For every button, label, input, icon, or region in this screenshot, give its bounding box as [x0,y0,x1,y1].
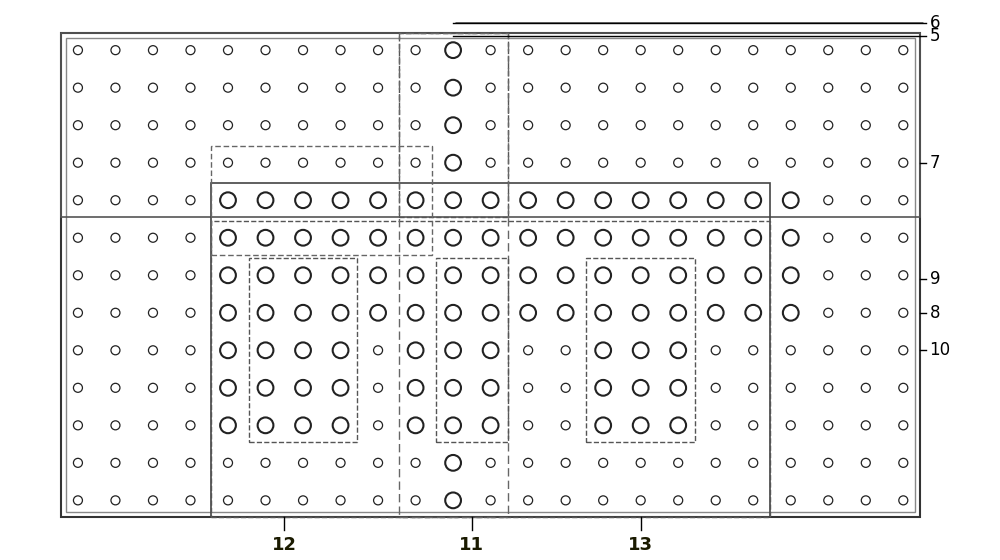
Bar [211,221,770,517]
Bar [436,258,508,442]
Bar [399,33,508,217]
Bar [211,146,432,255]
Bar [399,33,508,517]
Bar [586,258,695,442]
Text: 5: 5 [930,27,940,45]
Text: 7: 7 [930,153,940,172]
Bar [211,183,770,517]
Text: 10: 10 [930,341,951,360]
Text: 12: 12 [272,536,297,554]
Bar [66,38,915,512]
Text: 9: 9 [930,270,940,288]
Bar [61,33,920,517]
Text: 6: 6 [930,14,940,32]
Bar [61,33,920,217]
Text: 8: 8 [930,304,940,322]
Text: 11: 11 [459,536,484,554]
Text: 13: 13 [628,536,653,554]
Bar [249,258,357,442]
